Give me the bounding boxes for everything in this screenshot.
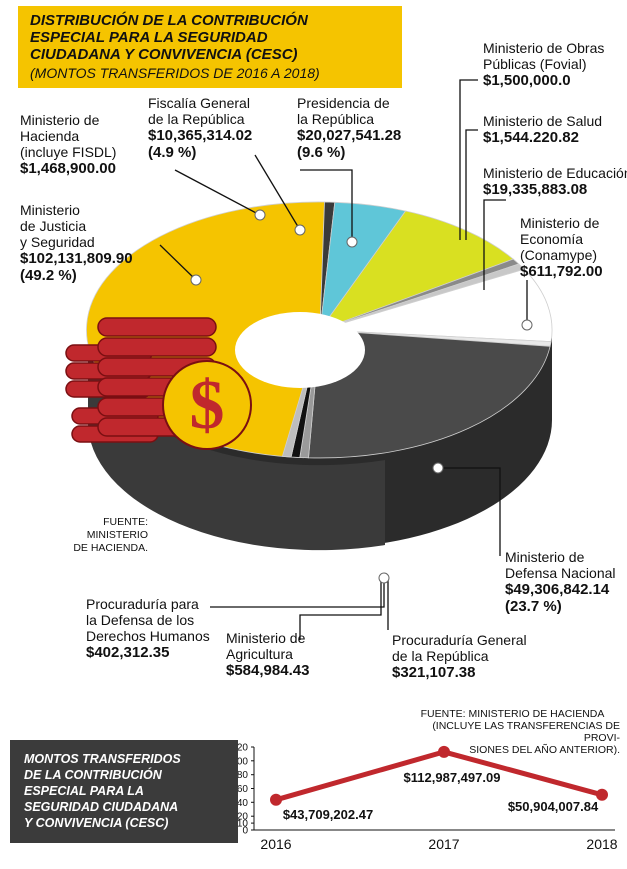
leader-dot-fiscalia [294, 224, 306, 236]
x-tick-label: 2018 [586, 836, 617, 852]
pie-hole [235, 312, 365, 388]
data-point-2016 [270, 793, 282, 806]
title-line-2: ESPECIAL PARA LA SEGURIDAD [30, 29, 268, 46]
label-presidencia: Presidencia de la República $20,027,541.… [297, 95, 402, 161]
title-line-1: DISTRIBUCIÓN DE LA CONTRIBUCIÓN [30, 12, 308, 29]
label-obras: Ministerio de Obras Públicas (Fovial) $1… [483, 40, 605, 89]
data-label-2018: $50,904,007.84 [508, 799, 599, 814]
y-tick-label: 100 [231, 756, 248, 767]
pie-slice-educacion [319, 268, 553, 343]
title-box: DISTRIBUCIÓN DE LA CONTRIBUCIÓN ESPECIAL… [18, 6, 402, 88]
y-tick-label: 20 [237, 812, 249, 823]
line-chart-title-box: MONTOS TRANSFERIDOS DE LA CONTRIBUCIÓN E… [10, 740, 238, 843]
label-justicia: Ministerio de Justicia y Seguridad $102,… [20, 202, 133, 284]
label-procuraduria-general: Procuraduría General de la República $32… [392, 632, 527, 681]
title-line-3: CIUDADANA Y CONVIVENCIA (CESC) [30, 46, 298, 63]
label-fiscalia: Fiscalía General de la República $10,365… [148, 95, 253, 161]
pie-slice-defensa [308, 329, 551, 459]
label-derechos-humanos: Procuraduría para la Defensa de los Dere… [86, 596, 210, 661]
y-tick-label: 80 [237, 770, 249, 781]
label-hacienda: Ministerio de Hacienda (incluye FISDL) $… [20, 112, 117, 177]
source-line: FUENTE: MINISTERIO DE HACIENDA (INCLUYE … [420, 708, 620, 756]
leader-lines [159, 79, 528, 640]
x-tick-label: 2017 [428, 836, 459, 852]
y-tick-label: 0 [242, 826, 248, 837]
y-tick-label: 60 [237, 784, 249, 795]
leader-dot-economia [521, 319, 533, 331]
label-educacion: Ministerio de Educación $19,335,883.08 [483, 165, 627, 198]
y-tick-label: 120 [231, 743, 248, 754]
line-chart-title-5: Y CONVIVENCIA (CESC) [24, 816, 169, 830]
leader-dot-justicia [190, 274, 202, 286]
label-economia: Ministerio de Economía (Conamype) $611,7… [520, 215, 603, 280]
y-tick-label: 40 [237, 798, 249, 809]
subtitle: (MONTOS TRANSFERIDOS DE 2016 A 2018) [30, 65, 320, 81]
pie-side-left [87, 330, 386, 551]
line-chart-title-4: SEGURIDAD CIUDADANA [24, 800, 179, 814]
y-tick-label: 10 [237, 819, 249, 830]
label-agricultura: Ministerio de Agricultura $584,984.43 [226, 630, 310, 679]
data-label-2017: $112,987,497.09 [404, 770, 501, 785]
leader-dot-defensa [432, 462, 444, 474]
coins-icon: $ [65, 317, 252, 450]
svg-text:$: $ [190, 367, 225, 444]
source-pie: FUENTE: MINISTERIO DE HACIENDA. [73, 516, 148, 554]
leader-dot-presidencia [346, 236, 358, 248]
data-point-2017 [438, 745, 450, 758]
leader-dot-hacienda [254, 209, 266, 221]
label-defensa: Ministerio de Defensa Nacional $49,306,8… [505, 549, 616, 615]
leader-dot-procuradurias [378, 572, 390, 584]
line-chart-title-2: DE LA CONTRIBUCIÓN [24, 768, 162, 782]
data-point-2018 [596, 788, 608, 801]
x-tick-label: 2016 [260, 836, 291, 852]
line-chart-title-1: MONTOS TRANSFERIDOS [24, 752, 181, 766]
label-salud: Ministerio de Salud $1,544.220.82 [483, 113, 603, 146]
data-label-2016: $43,709,202.47 [283, 807, 373, 822]
line-chart-title-3: ESPECIAL PARA LA [24, 784, 144, 798]
